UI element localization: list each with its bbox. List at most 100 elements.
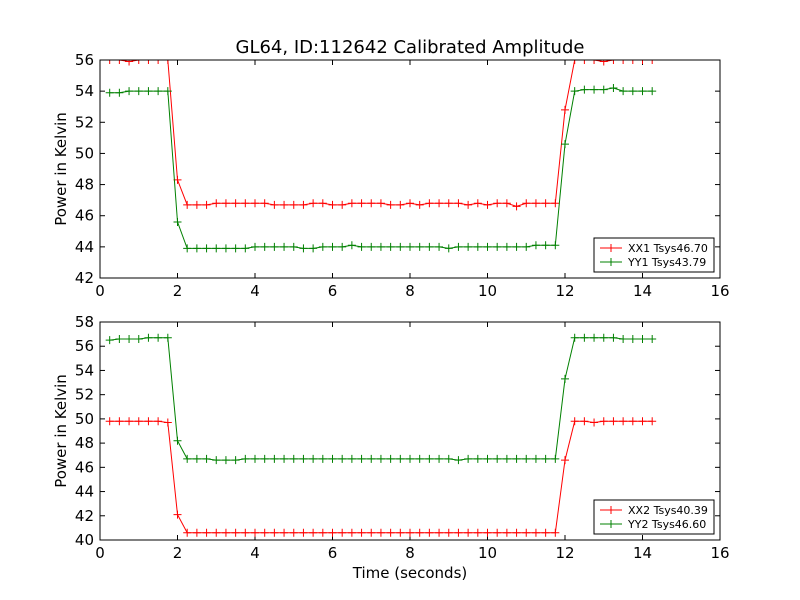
data-point (173, 436, 182, 445)
data-point (435, 528, 444, 537)
data-point (609, 333, 618, 342)
data-point (570, 60, 579, 64)
data-point (115, 334, 124, 343)
plot-frame (99, 59, 721, 279)
data-point (512, 528, 521, 537)
legend-label: XX1 Tsys46.70 (628, 242, 708, 255)
data-point (105, 336, 114, 345)
data-point (406, 528, 414, 537)
data-point (425, 454, 434, 463)
data-point (628, 334, 637, 343)
data-point (357, 528, 366, 537)
y-tick-label: 50 (75, 144, 94, 162)
data-point (425, 242, 434, 251)
data-point (115, 88, 124, 97)
data-point (192, 244, 201, 253)
data-point (648, 60, 657, 64)
x-tick-label: 8 (405, 544, 415, 562)
legend-swatch-marker (607, 520, 615, 528)
x-tick-label: 16 (710, 282, 729, 300)
data-point (318, 528, 327, 537)
data-point (415, 454, 424, 463)
data-point (454, 528, 463, 537)
data-point (454, 242, 463, 251)
data-point (580, 60, 589, 64)
data-point (115, 417, 124, 426)
data-point (125, 60, 134, 66)
data-point (270, 528, 279, 537)
data-point (551, 241, 560, 250)
data-point (251, 242, 259, 251)
y-tick-label: 52 (75, 113, 94, 131)
data-point (367, 242, 376, 251)
data-point (396, 528, 405, 537)
data-point (551, 454, 560, 463)
data-point (522, 528, 531, 537)
data-point (183, 244, 192, 253)
data-point (309, 454, 318, 463)
data-point (638, 60, 647, 64)
data-point (367, 528, 376, 537)
data-point (609, 60, 618, 64)
data-point (241, 199, 250, 208)
data-point (580, 85, 589, 94)
data-point (599, 417, 608, 426)
data-point (309, 199, 318, 208)
data-point (386, 242, 395, 251)
data-point (134, 60, 143, 64)
data-point (493, 528, 502, 537)
series-layer (105, 333, 657, 537)
data-point (134, 417, 143, 426)
data-point (328, 200, 337, 209)
data-point (599, 333, 608, 342)
data-point (260, 242, 269, 251)
data-point (105, 88, 114, 97)
data-point (561, 456, 569, 465)
data-point (541, 528, 550, 537)
x-tick-label: 12 (555, 282, 574, 300)
data-point (415, 528, 424, 537)
data-point (609, 84, 618, 93)
data-point (512, 454, 521, 463)
data-point (493, 454, 502, 463)
data-point (367, 454, 376, 463)
data-point (144, 87, 153, 96)
figure-title: GL64, ID:112642 Calibrated Amplitude (236, 37, 585, 58)
data-point (444, 244, 453, 253)
data-point (241, 528, 250, 537)
data-point (464, 454, 473, 463)
data-point (357, 242, 366, 251)
data-point (551, 528, 560, 537)
data-point (493, 242, 502, 251)
data-point (347, 199, 356, 208)
data-point (212, 199, 221, 208)
data-point (561, 374, 569, 383)
data-point (599, 60, 608, 66)
y-tick-label: 46 (75, 207, 94, 225)
data-point (483, 242, 492, 251)
data-point (163, 60, 172, 64)
data-point (347, 454, 356, 463)
data-point (173, 510, 182, 519)
data-point (638, 417, 647, 426)
data-point (367, 199, 376, 208)
data-point (280, 454, 289, 463)
data-point (531, 241, 540, 250)
x-tick-label: 8 (405, 282, 415, 300)
data-point (125, 417, 134, 426)
data-point (221, 456, 230, 465)
data-point (280, 528, 289, 537)
y-tick-label: 58 (75, 313, 94, 331)
data-point (338, 528, 347, 537)
data-point (251, 199, 259, 208)
data-point (328, 454, 337, 463)
data-point (464, 528, 473, 537)
data-point (318, 454, 327, 463)
data-point (396, 242, 405, 251)
data-point (338, 454, 347, 463)
data-point (202, 454, 211, 463)
x-tick-label: 10 (478, 544, 497, 562)
data-point (231, 199, 240, 208)
